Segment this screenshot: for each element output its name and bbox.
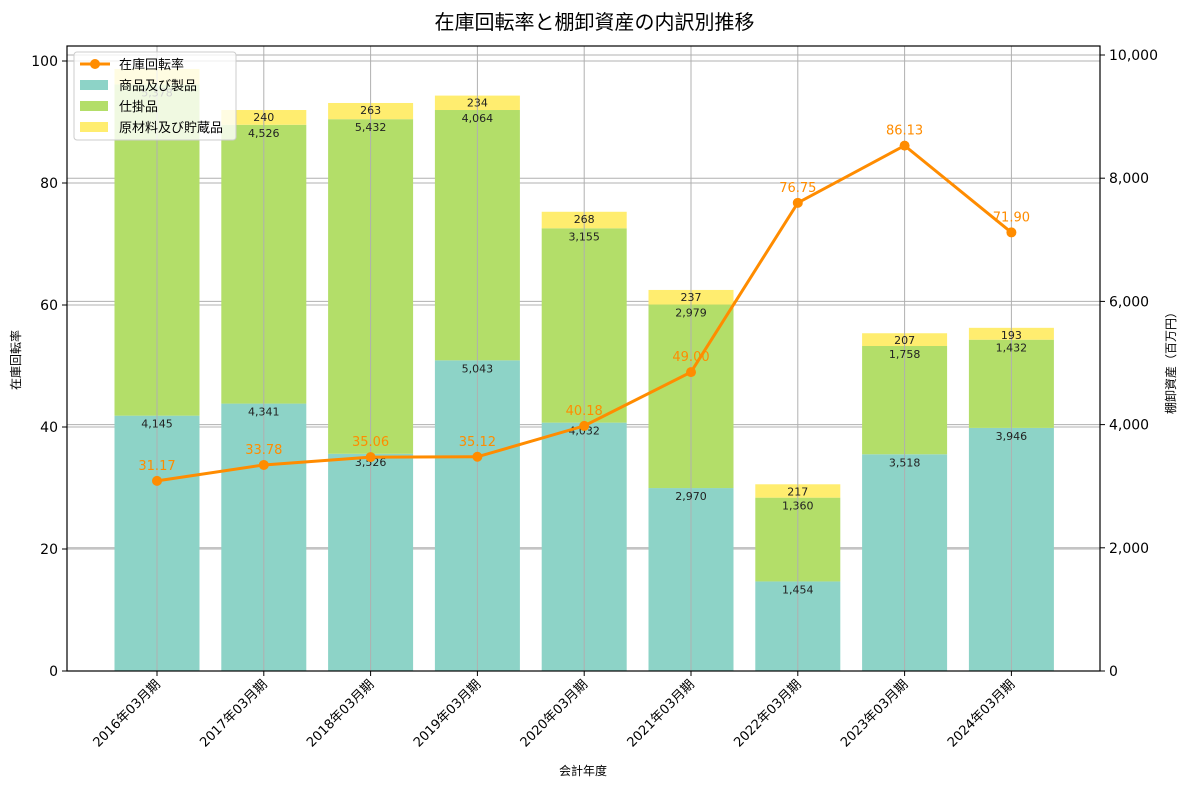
label-wip: 1,758	[889, 348, 921, 361]
right-tick-label: 8,000	[1109, 171, 1149, 187]
label-raw: 234	[467, 97, 488, 110]
label-raw: 240	[253, 111, 274, 124]
line-marker	[258, 459, 269, 470]
label-ratio: 76.75	[779, 181, 816, 196]
x-tick-label: 2023年03月期	[838, 677, 911, 750]
x-tick-label: 2018年03月期	[304, 677, 377, 750]
label-product: 2,970	[675, 490, 707, 503]
left-tick-label: 40	[40, 420, 58, 436]
label-raw: 237	[681, 291, 702, 304]
legend-label: 在庫回転率	[119, 57, 184, 73]
label-ratio: 71.90	[993, 210, 1030, 225]
x-tick-label: 2024年03月期	[945, 677, 1018, 750]
label-raw: 263	[360, 104, 381, 117]
x-axis-title: 会計年度	[559, 763, 607, 778]
label-ratio: 40.18	[566, 404, 603, 419]
right-tick-label: 10,000	[1109, 48, 1158, 64]
label-product: 1,454	[782, 583, 814, 596]
left-tick-label: 20	[40, 542, 58, 558]
x-tick-label: 2020年03月期	[518, 677, 591, 750]
label-raw: 217	[787, 485, 808, 498]
right-tick-label: 4,000	[1109, 418, 1149, 434]
legend-label: 商品及び製品	[119, 79, 197, 94]
x-tick-label: 2019年03月期	[411, 677, 484, 750]
label-ratio: 33.78	[245, 443, 282, 458]
label-ratio: 49.00	[672, 350, 709, 365]
label-product: 3,946	[996, 430, 1028, 443]
label-ratio: 35.06	[352, 435, 389, 450]
right-axis-title: 棚卸資産（百万円）	[1163, 306, 1178, 414]
left-axis-title: 在庫回転率	[8, 330, 23, 390]
left-tick-label: 80	[40, 176, 58, 192]
label-ratio: 35.12	[459, 435, 496, 450]
label-product: 4,341	[248, 406, 280, 419]
label-raw: 207	[894, 334, 915, 347]
left-tick-label: 0	[49, 664, 58, 680]
label-product: 3,518	[889, 456, 921, 469]
line-marker	[472, 451, 483, 462]
label-wip: 1,432	[996, 342, 1028, 355]
label-product: 4,145	[141, 418, 173, 431]
label-product: 5,043	[462, 362, 494, 375]
x-tick-label: 2017年03月期	[197, 677, 270, 750]
label-ratio: 31.17	[138, 459, 175, 474]
turnover-line: 31.17 33.78 35.06 35.12 40.18 49.00 76.75 86.13…	[138, 124, 1030, 486]
label-raw: 193	[1001, 329, 1022, 342]
label-wip: 2,979	[675, 307, 707, 320]
label-wip: 4,064	[462, 112, 494, 125]
x-tick-label: 2021年03月期	[625, 677, 698, 750]
line-marker	[152, 475, 162, 486]
left-tick-label: 60	[40, 298, 58, 314]
label-raw: 268	[574, 213, 595, 226]
x-tick-label: 2022年03月期	[731, 677, 804, 750]
label-wip: 5,432	[355, 121, 387, 134]
right-tick-label: 0	[1109, 664, 1118, 680]
line-marker	[792, 197, 803, 208]
label-ratio: 86.13	[886, 124, 923, 139]
left-tick-label: 100	[31, 54, 58, 70]
right-tick-label: 2,000	[1109, 541, 1149, 557]
legend-label: 仕掛品	[119, 100, 158, 115]
line-marker	[899, 140, 910, 151]
label-wip: 1,360	[782, 500, 814, 513]
label-wip: 3,155	[568, 230, 600, 243]
line-marker	[579, 420, 590, 431]
chart-title: 在庫回転率と棚卸資産の内訳別推移	[434, 10, 755, 34]
line-marker	[365, 452, 376, 463]
label-wip: 4,526	[248, 127, 280, 140]
line-marker	[1006, 227, 1017, 238]
legend-label: 原材料及び貯蔵品	[119, 121, 223, 136]
x-tick-label: 2016年03月期	[91, 677, 164, 750]
line-marker	[686, 367, 696, 378]
right-tick-label: 6,000	[1109, 294, 1149, 310]
